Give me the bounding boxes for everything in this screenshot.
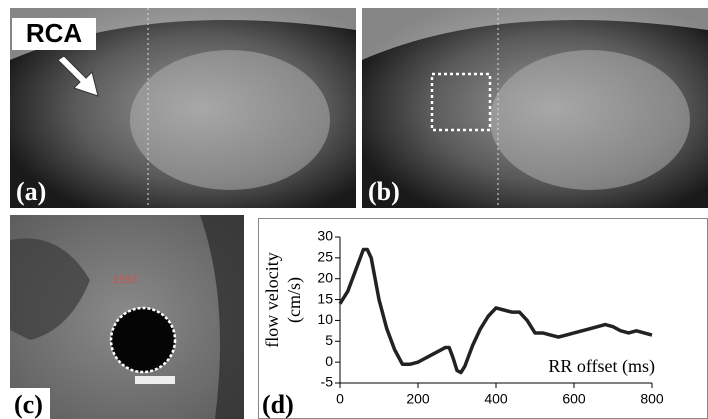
x-tick-label: 800: [640, 391, 664, 407]
y-tick-label: 25: [317, 249, 333, 265]
roi-label: 1593: [113, 274, 137, 286]
x-axis-label: RR offset (ms): [548, 356, 655, 377]
y-tick-label: 0: [325, 353, 333, 369]
panel-b: (b): [362, 8, 708, 208]
y-tick-label: 15: [317, 290, 333, 306]
panel-label: (b): [368, 177, 400, 206]
x-tick-label: 600: [562, 391, 586, 407]
y-tick-label: -5: [321, 374, 334, 390]
panel-label: (c): [14, 390, 43, 419]
y-tick-label: 5: [325, 332, 333, 348]
panel-c: 1593 (c): [10, 215, 244, 419]
annotation: RCA: [26, 18, 83, 48]
y-axis-label: (cm/s): [284, 277, 305, 323]
figure: RCA (a) (b) 1593 (c) (d) flow velocity (…: [0, 0, 708, 419]
y-tick-label: 20: [317, 269, 333, 285]
x-tick-label: 400: [484, 391, 508, 407]
y-tick-label: 10: [317, 311, 333, 327]
panel-label: (a): [16, 177, 46, 206]
panel-a: RCA (a): [10, 8, 356, 208]
y-tick-label: 30: [317, 228, 333, 244]
panel-label: (d): [262, 390, 294, 419]
x-tick-label: 0: [336, 391, 344, 407]
y-axis-label: flow velocity: [262, 252, 282, 347]
panel-d: (d) flow velocity (cm/s) RR offset (ms) …: [259, 219, 708, 419]
x-tick-label: 200: [406, 391, 430, 407]
